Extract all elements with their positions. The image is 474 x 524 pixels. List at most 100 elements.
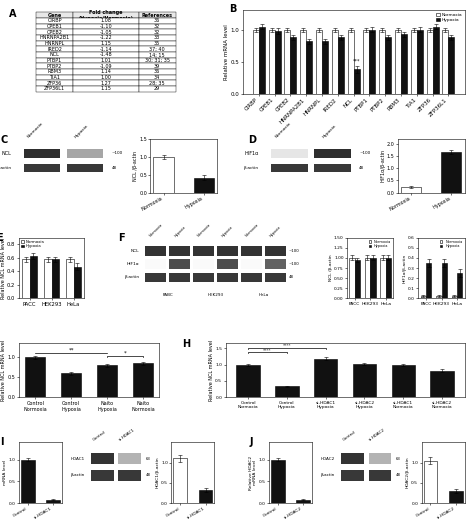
Y-axis label: Relative NCL mRNA level: Relative NCL mRNA level <box>209 340 214 401</box>
Text: HEK293: HEK293 <box>208 292 224 297</box>
Text: Normoxia: Normoxia <box>196 223 211 238</box>
Bar <box>29 256 37 299</box>
Bar <box>217 246 238 256</box>
Bar <box>241 246 262 256</box>
Bar <box>314 359 337 397</box>
Text: Hypoxia: Hypoxia <box>173 225 186 238</box>
Text: B: B <box>229 4 237 14</box>
Bar <box>169 273 191 282</box>
Bar <box>369 30 375 94</box>
Bar <box>401 34 407 94</box>
Y-axis label: HDAC1/β-actin: HDAC1/β-actin <box>155 457 160 488</box>
Y-axis label: Relative NCL mRNA level: Relative NCL mRNA level <box>1 237 6 299</box>
Bar <box>173 458 187 503</box>
Bar <box>436 297 441 299</box>
Bar <box>379 30 385 94</box>
Bar <box>271 460 285 503</box>
Bar <box>44 259 52 299</box>
Bar <box>441 263 447 299</box>
Text: β-actin: β-actin <box>71 473 85 477</box>
Bar <box>296 499 310 503</box>
Bar <box>424 461 438 503</box>
Text: NCL: NCL <box>131 249 140 253</box>
Bar <box>67 148 103 158</box>
Bar <box>25 357 45 397</box>
Bar <box>433 27 438 94</box>
Bar <box>370 258 375 299</box>
Bar <box>284 30 291 94</box>
Bar <box>146 246 166 256</box>
Text: 63: 63 <box>396 457 401 461</box>
Text: Normoxia: Normoxia <box>27 122 44 139</box>
Bar <box>430 370 454 397</box>
Text: ~100: ~100 <box>289 262 300 266</box>
Bar <box>21 460 35 503</box>
Legend: Normoxia, Hypoxia: Normoxia, Hypoxia <box>436 13 462 22</box>
Bar <box>448 37 455 94</box>
Text: 48: 48 <box>396 473 401 477</box>
Bar <box>265 273 286 282</box>
Text: Normoxia: Normoxia <box>244 223 259 238</box>
Bar <box>193 273 214 282</box>
Bar <box>457 273 463 299</box>
Bar <box>411 30 417 94</box>
Bar <box>133 363 153 397</box>
Bar <box>237 365 260 397</box>
Bar <box>380 258 386 299</box>
Bar <box>275 387 299 397</box>
Text: si-HDAC2: si-HDAC2 <box>368 428 386 442</box>
Bar <box>452 297 457 299</box>
Text: Hypoxia: Hypoxia <box>221 225 234 238</box>
Bar <box>46 499 60 503</box>
Text: ****: **** <box>283 343 291 347</box>
Text: ~100: ~100 <box>359 151 371 155</box>
Bar <box>169 259 191 269</box>
Bar <box>67 163 103 172</box>
Text: F: F <box>118 233 125 243</box>
Bar <box>353 364 376 397</box>
Bar <box>61 373 81 397</box>
Bar <box>146 259 166 269</box>
Bar <box>441 152 462 193</box>
Y-axis label: Relative NCL mRNA level: Relative NCL mRNA level <box>1 340 6 401</box>
Bar <box>24 163 60 172</box>
Bar <box>193 259 214 269</box>
Text: Normoxia: Normoxia <box>274 122 292 139</box>
Bar <box>241 273 262 282</box>
Bar <box>271 163 308 172</box>
Text: Hypoxia: Hypoxia <box>74 124 89 139</box>
Bar <box>91 470 114 481</box>
Text: ***: *** <box>353 58 360 63</box>
Text: Hypoxia: Hypoxia <box>321 124 337 139</box>
Bar <box>426 263 431 299</box>
Bar <box>364 30 369 94</box>
Bar <box>341 453 364 464</box>
Text: H: H <box>182 339 191 349</box>
Text: si-HDAC1: si-HDAC1 <box>118 428 136 442</box>
Text: 48: 48 <box>289 276 294 279</box>
Bar <box>306 41 312 94</box>
Bar <box>265 259 286 269</box>
Text: Control: Control <box>342 430 357 442</box>
Legend: Normoxia, Hypoxia: Normoxia, Hypoxia <box>439 239 463 248</box>
Bar <box>355 260 360 299</box>
Bar <box>368 470 392 481</box>
Bar <box>392 365 415 397</box>
Bar <box>253 30 259 94</box>
Bar <box>332 30 338 94</box>
Text: β-actin: β-actin <box>320 473 335 477</box>
Bar <box>341 470 364 481</box>
Bar <box>52 259 59 299</box>
Bar <box>401 187 421 193</box>
Y-axis label: Relative HDAC1
mRNA level: Relative HDAC1 mRNA level <box>0 455 7 490</box>
Text: 63: 63 <box>146 457 151 461</box>
Text: 48: 48 <box>146 473 151 477</box>
Text: Normoxia: Normoxia <box>148 223 164 238</box>
Text: J: J <box>250 438 253 447</box>
Bar <box>365 258 370 299</box>
Bar <box>217 259 238 269</box>
Bar <box>385 37 391 94</box>
Text: PABC: PABC <box>163 292 173 297</box>
Bar <box>395 30 401 94</box>
Bar <box>146 273 166 282</box>
